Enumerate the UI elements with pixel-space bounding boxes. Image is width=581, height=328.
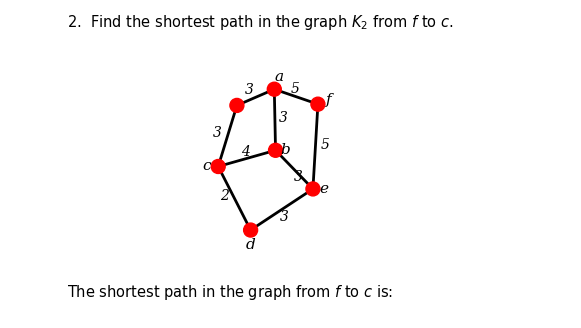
Text: f: f <box>325 93 331 108</box>
Circle shape <box>211 159 225 174</box>
Circle shape <box>311 97 325 111</box>
Text: 3: 3 <box>213 127 221 140</box>
Text: d: d <box>246 237 256 252</box>
Text: 4: 4 <box>241 145 250 159</box>
Text: b: b <box>280 143 290 157</box>
Text: 2.  Find the shortest path in the graph $K_2$ from $f$ to $c$.: 2. Find the shortest path in the graph $… <box>67 13 453 32</box>
Text: e: e <box>319 182 328 196</box>
Text: 2: 2 <box>221 189 229 203</box>
Text: c: c <box>202 159 210 174</box>
Text: 5: 5 <box>321 138 330 152</box>
Circle shape <box>267 82 281 96</box>
Circle shape <box>268 143 282 157</box>
Text: 3: 3 <box>280 211 289 224</box>
Text: The shortest path in the graph from $f$ to $c$ is:: The shortest path in the graph from $f$ … <box>67 283 393 302</box>
Circle shape <box>230 98 244 113</box>
Text: 5: 5 <box>290 82 299 96</box>
Circle shape <box>306 182 320 196</box>
Text: 3: 3 <box>278 111 288 125</box>
Text: 3: 3 <box>245 83 254 97</box>
Circle shape <box>243 223 257 237</box>
Text: a: a <box>274 70 284 84</box>
Text: 3: 3 <box>293 170 303 184</box>
